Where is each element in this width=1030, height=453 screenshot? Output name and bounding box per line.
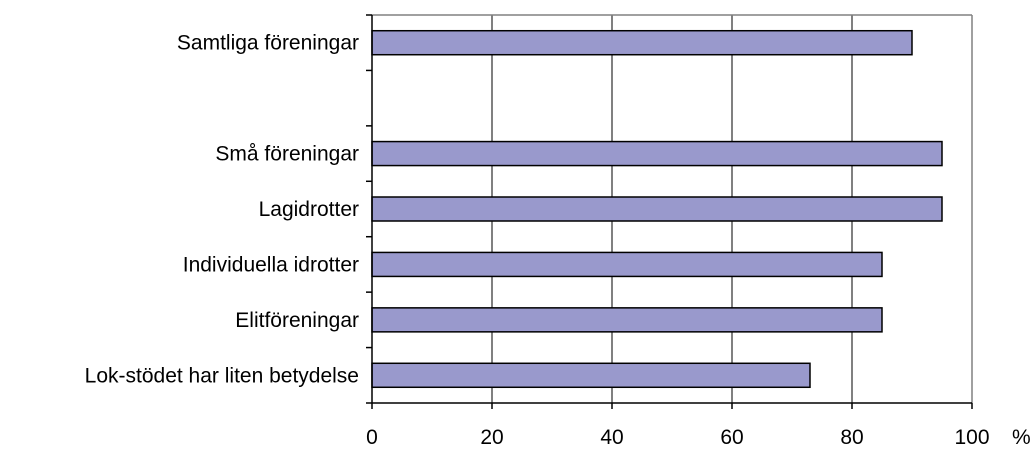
x-axis-unit-label: % <box>1012 426 1030 448</box>
x-tick-label: 60 <box>720 426 743 448</box>
bar <box>371 29 913 56</box>
axes <box>366 14 973 409</box>
category-label: Elitföreningar <box>235 309 359 332</box>
labels: Samtliga föreningar Små föreningar Lagidro… <box>85 32 990 449</box>
bars <box>371 29 943 389</box>
x-tick-label: 100 <box>954 426 989 448</box>
category-label: Lok-stödet har liten betydelse <box>85 364 359 387</box>
x-tick-label: 0 <box>366 426 378 448</box>
plot-frame <box>372 14 973 403</box>
bar <box>371 362 811 389</box>
x-tick-label: 40 <box>600 426 623 448</box>
category-label: Lagidrotter <box>259 198 359 221</box>
bar <box>371 140 943 167</box>
bar <box>371 251 883 278</box>
category-label: Samtliga föreningar <box>177 32 359 55</box>
category-label: Individuella idrotter <box>183 253 359 276</box>
x-tick-label: 80 <box>840 426 863 448</box>
x-tick-label: 20 <box>480 426 503 448</box>
category-label: Små föreningar <box>215 143 359 166</box>
bar <box>371 307 883 333</box>
bar <box>371 196 943 222</box>
